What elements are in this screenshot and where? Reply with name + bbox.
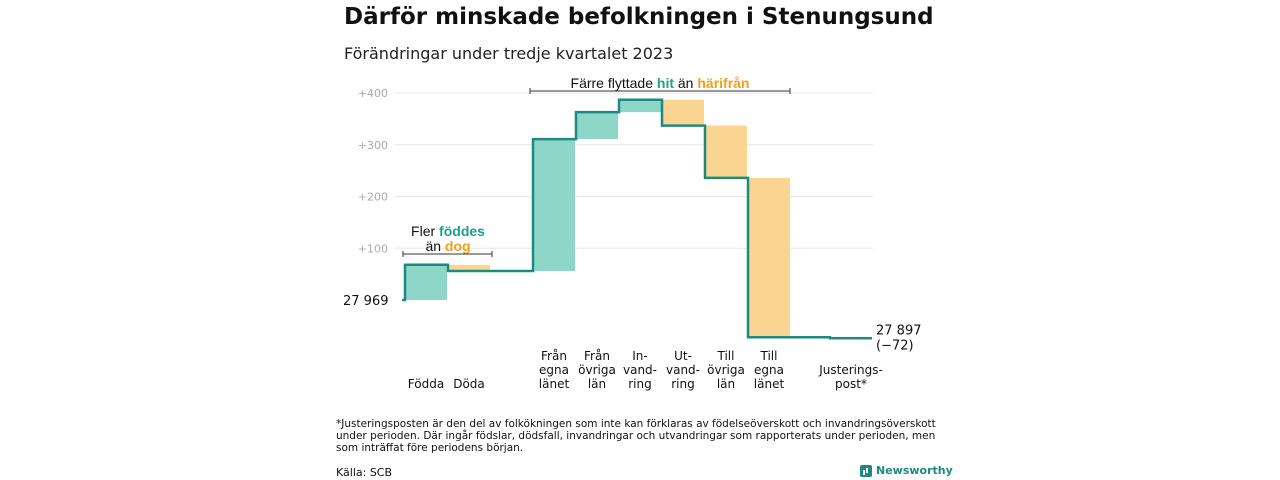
annotation-span: än	[425, 238, 444, 254]
step-line-layer	[402, 98, 872, 340]
y-tick-label: +400	[358, 87, 388, 100]
footnote: *Justeringsposten är den del av folkökni…	[336, 418, 936, 454]
category-label: län	[588, 377, 606, 391]
step-line	[402, 98, 872, 340]
annotation-births-text: än dog	[425, 238, 470, 254]
category-label: Till	[717, 349, 735, 363]
bar-frånegnalänet	[533, 139, 575, 272]
annotation-span: härifrån	[697, 75, 749, 91]
category-label: In-	[632, 349, 647, 363]
category-label: Justerings-	[818, 363, 883, 377]
bar-födda	[405, 264, 447, 300]
newsworthy-icon	[860, 464, 872, 477]
bar-frånövrigalän	[576, 112, 618, 140]
category-label: övriga	[578, 363, 616, 377]
annotation-span: dog	[445, 238, 471, 254]
bar-invandring	[619, 99, 661, 113]
y-tick-label: +300	[358, 139, 388, 152]
bar-döda	[448, 264, 490, 272]
category-label: länet	[539, 377, 570, 391]
annotation-span: föddes	[439, 223, 485, 239]
y-tick-label: +200	[358, 191, 388, 204]
category-label: vand-	[666, 363, 700, 377]
category-label: post*	[835, 377, 867, 391]
y-tick-label: +100	[358, 242, 388, 255]
category-label: vand-	[623, 363, 657, 377]
bar-tillövrigalän	[705, 125, 747, 178]
category-label: länet	[754, 377, 785, 391]
annotation-span: hit	[657, 75, 674, 91]
end-change-label: (−72)	[876, 338, 914, 353]
end-value-label: 27 897	[876, 323, 922, 338]
annotation-births-text: Fler föddes	[411, 223, 485, 239]
category-label: Födda	[408, 377, 444, 391]
category-label: egna	[539, 363, 569, 377]
start-value-label: 27 969	[343, 294, 389, 309]
annotation-span: än	[674, 75, 697, 91]
category-label: Ut-	[674, 349, 692, 363]
bar-utvandring	[662, 99, 704, 126]
category-label: Från	[584, 349, 610, 363]
bar-layer	[405, 99, 872, 339]
bar-tillegnalänet	[748, 177, 790, 338]
annotation-migration-text: Färre flyttade hit än härifrån	[571, 75, 750, 91]
chart-subtitle: Förändringar under tredje kvartalet 2023	[344, 44, 674, 63]
brand-name: Newsworthy	[876, 464, 953, 477]
grid-layer: +400 +300 +200 +100	[358, 87, 873, 255]
brand-logo: Newsworthy	[860, 464, 953, 477]
category-label: ring	[671, 377, 695, 391]
annotation-span: Färre flyttade	[571, 75, 657, 91]
category-label: egna	[754, 363, 784, 377]
source-label: Källa: SCB	[336, 466, 393, 479]
category-label: län	[717, 377, 735, 391]
category-label: övriga	[707, 363, 745, 377]
category-label: Döda	[453, 377, 485, 391]
category-label: Från	[541, 349, 567, 363]
annotation-span: Fler	[411, 223, 439, 239]
category-label: Till	[760, 349, 778, 363]
category-label: ring	[628, 377, 652, 391]
chart-title: Därför minskade befolkningen i Stenungsu…	[344, 4, 934, 30]
